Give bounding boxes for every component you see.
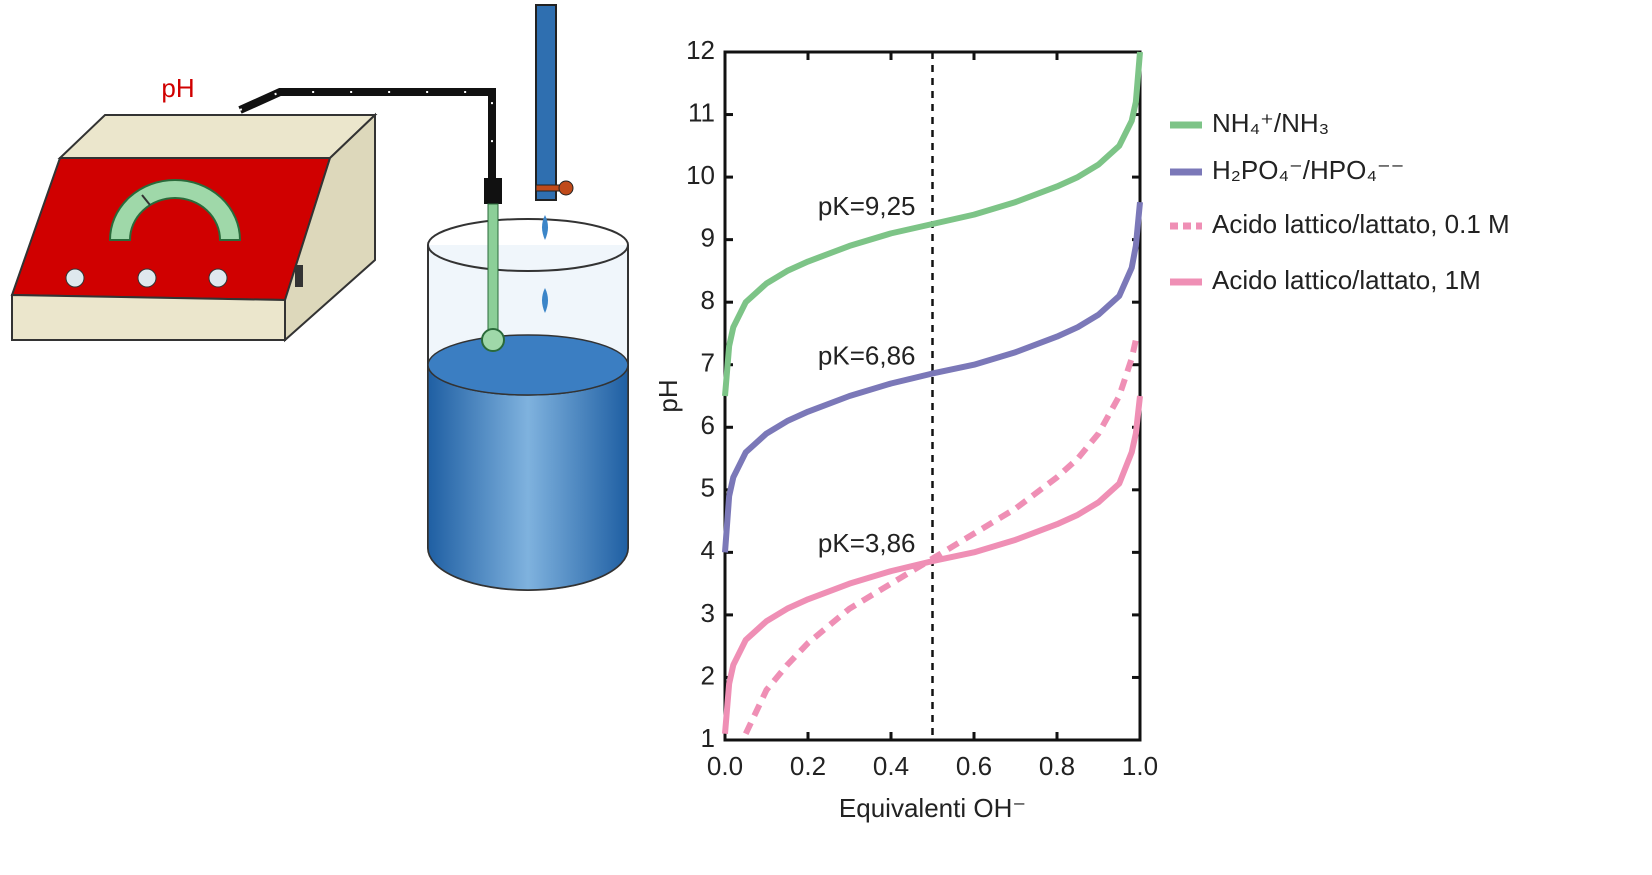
ph-meter-illustration: pH [10, 4, 629, 591]
x-tick-label: 0.0 [707, 751, 743, 781]
x-axis-label: Equivalenti OH⁻ [839, 793, 1026, 823]
series-line [743, 339, 1139, 736]
y-tick-label: 3 [701, 598, 715, 628]
legend-label: Acido lattico/lattato, 0.1 M [1212, 209, 1510, 239]
y-tick-label: 12 [686, 35, 715, 65]
y-tick-label: 4 [701, 535, 715, 565]
y-tick-label: 7 [701, 348, 715, 378]
series-line [722, 51, 1143, 397]
y-tick-label: 5 [701, 473, 715, 503]
y-tick-label: 1 [701, 723, 715, 753]
legend-label: H₂PO₄⁻/HPO₄⁻⁻ [1212, 155, 1404, 185]
y-axis-label: pH [653, 379, 683, 412]
annotation: pK=6,86 [818, 340, 916, 370]
series-line [722, 201, 1143, 553]
series-line [722, 395, 1143, 734]
x-tick-label: 0.4 [873, 751, 909, 781]
legend-label: NH₄⁺/NH₃ [1212, 108, 1329, 138]
y-tick-label: 11 [688, 97, 715, 127]
annotation: pK=3,86 [818, 528, 916, 558]
x-tick-label: 0.6 [956, 751, 992, 781]
x-tick-label: 0.2 [790, 751, 826, 781]
y-tick-label: 2 [701, 660, 715, 690]
meter-label: pH [161, 73, 194, 103]
x-tick-label: 1.0 [1122, 751, 1158, 781]
legend-label: Acido lattico/lattato, 1M [1212, 265, 1481, 295]
y-tick-label: 6 [701, 410, 715, 440]
y-tick-label: 8 [701, 285, 715, 315]
y-tick-label: 9 [701, 223, 715, 253]
y-tick-label: 10 [686, 160, 715, 190]
annotation: pK=9,25 [818, 191, 916, 221]
x-tick-label: 0.8 [1039, 751, 1075, 781]
